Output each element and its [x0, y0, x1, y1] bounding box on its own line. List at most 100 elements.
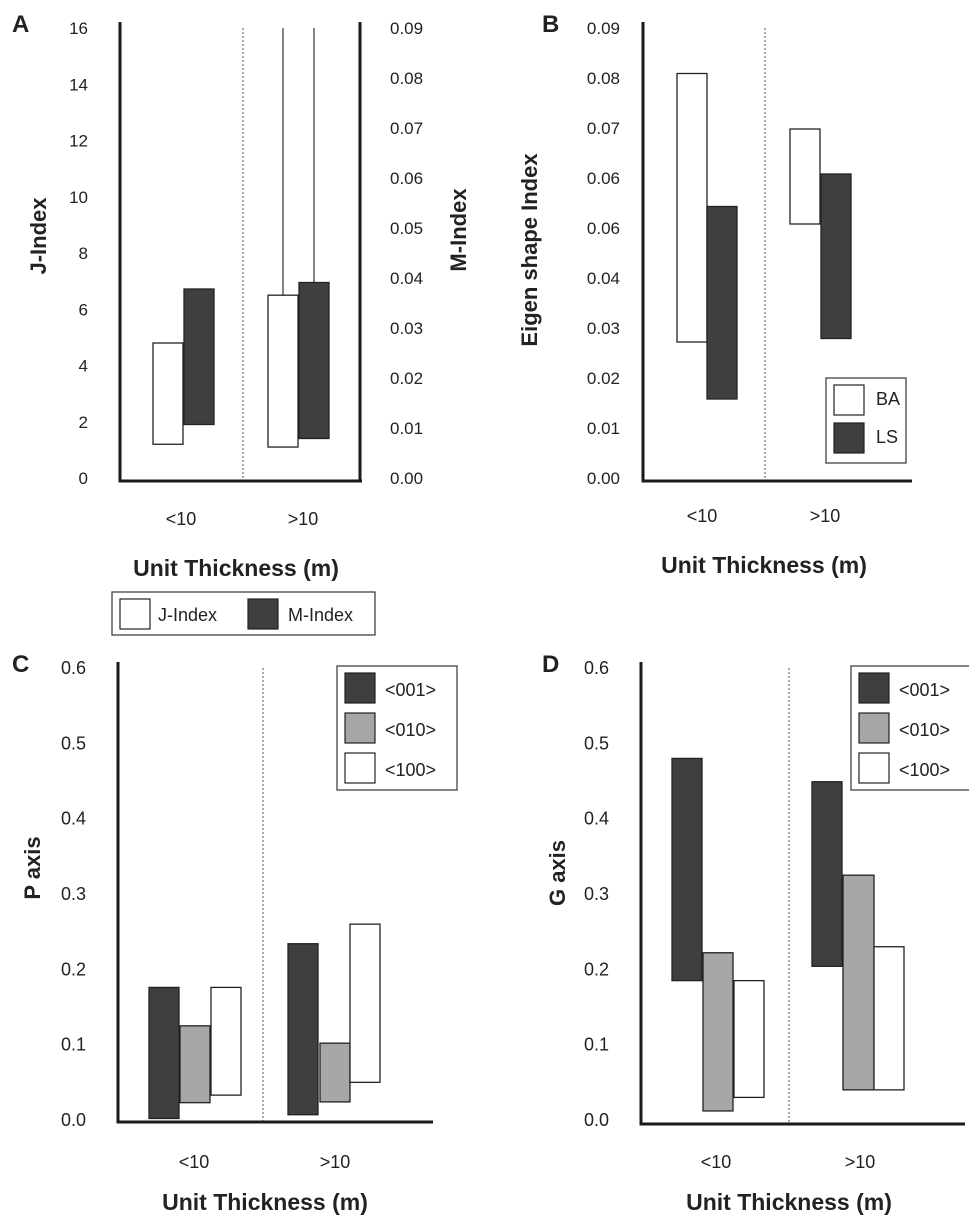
y-tick-label: 0.0: [584, 1110, 609, 1130]
range-bar: [671, 757, 703, 982]
legend-label: BA: [876, 389, 900, 409]
y-tick-label: 0.3: [61, 884, 86, 904]
legend-label: <100>: [385, 760, 436, 780]
y-tick-label: 0.3: [584, 884, 609, 904]
range-bar: [733, 979, 765, 1099]
y-tick-label: 0.02: [587, 369, 620, 388]
y-tick-label: 0.6: [61, 658, 86, 678]
y-axis-label: P axis: [20, 836, 45, 899]
y-tick-label: 0.06: [587, 219, 620, 238]
y2-tick-label: 0.06: [390, 169, 423, 188]
chart-panel-a: A 0 2 4 6 8 10 12 14 16 0.00 0.01 0.02 0.03 0.04 0.05 0.…: [12, 11, 471, 636]
range-bar: [183, 288, 215, 426]
x-axis-label: Unit Thickness (m): [661, 552, 867, 578]
y-tick-label: 0.2: [584, 959, 609, 979]
range-bar: [319, 1042, 351, 1103]
y2-tick-label: 0.00: [390, 469, 423, 488]
y-axis-label: Eigen shape Index: [517, 153, 542, 347]
legend-swatch: [344, 752, 376, 784]
y2-tick-label: 0.01: [390, 419, 423, 438]
legend-swatch: [833, 384, 865, 416]
legend-box: [111, 591, 376, 636]
legend-swatch: [119, 598, 151, 630]
x-tick-label: >10: [810, 506, 841, 526]
y2-tick-label: 0.08: [390, 69, 423, 88]
y-tick-label: 0.0: [61, 1110, 86, 1130]
y-tick-label: 0.4: [61, 809, 86, 829]
x-tick-label: <10: [166, 509, 197, 529]
legend-swatch: [858, 752, 890, 784]
y-tick-label: 0.4: [584, 809, 609, 829]
panel-letter: B: [542, 11, 559, 38]
range-bar: [702, 952, 734, 1112]
legend-swatch: [858, 712, 890, 744]
x-tick-label: <10: [687, 506, 718, 526]
x-tick-label: >10: [845, 1152, 876, 1172]
range-bar: [676, 72, 708, 343]
chart-panel-c: C 0.0 0.1 0.2 0.3 0.4 0.5 0.6 P axis <10 >10 Unit T…: [12, 651, 458, 1215]
legend-swatch: [833, 422, 865, 454]
y-tick-label: 0.1: [584, 1035, 609, 1055]
range-bar: [148, 986, 180, 1120]
legend-label: <010>: [899, 720, 950, 740]
y-axis-label: J-Index: [26, 197, 51, 275]
y-tick-label: 10: [69, 188, 88, 207]
x-tick-label: >10: [288, 509, 319, 529]
legend: BA LS: [825, 377, 907, 464]
range-bar: [179, 1025, 211, 1104]
range-bar: [789, 128, 821, 225]
y-tick-label: 6: [79, 300, 88, 319]
range-bar: [287, 943, 319, 1116]
chart-panel-d: D 0.0 0.1 0.2 0.3 0.4 0.5 0.6 G axis <10 >10 Unit T…: [542, 651, 969, 1215]
y-tick-label: 8: [79, 244, 88, 263]
x-axis-label: Unit Thickness (m): [133, 555, 339, 581]
x-tick-label: <10: [701, 1152, 732, 1172]
legend-label: LS: [876, 427, 898, 447]
range-bar: [820, 173, 852, 340]
y2-tick-label: 0.03: [390, 319, 423, 338]
range-bar: [298, 281, 330, 440]
x-tick-label: >10: [320, 1152, 351, 1172]
legend-label: <001>: [385, 680, 436, 700]
y-tick-label: 0.1: [61, 1035, 86, 1055]
range-bar: [842, 874, 875, 1091]
y-tick-label: 0.01: [587, 419, 620, 438]
y-axis-label: G axis: [545, 840, 570, 906]
chart-panel-b: B 0.00 0.01 0.02 0.03 0.04 0.06 0.06 0.07 0.08 0.0…: [517, 11, 912, 578]
y-tick-label: 0.6: [584, 658, 609, 678]
y-tick-label: 0.03: [587, 319, 620, 338]
y-tick-label: 0.08: [587, 69, 620, 88]
y-tick-label: 0.06: [587, 169, 620, 188]
legend: <001> <010> <100>: [336, 665, 458, 791]
y2-axis-label: M-Index: [446, 188, 471, 272]
x-tick-label: <10: [179, 1152, 210, 1172]
legend-swatch: [247, 598, 279, 630]
y-tick-label: 0.5: [61, 733, 86, 753]
y-tick-label: 2: [79, 413, 88, 432]
y2-tick-label: 0.07: [390, 119, 423, 138]
x-axis-label: Unit Thickness (m): [686, 1189, 892, 1215]
y-tick-label: 0.2: [61, 959, 86, 979]
legend-label: J-Index: [158, 605, 217, 625]
y-tick-label: 0.07: [587, 119, 620, 138]
legend-swatch: [858, 672, 890, 704]
legend: J-Index M-Index: [111, 591, 376, 636]
y-tick-label: 0.09: [587, 19, 620, 38]
panel-letter: D: [542, 651, 559, 678]
y-tick-label: 16: [69, 19, 88, 38]
range-bar: [811, 781, 843, 967]
range-bar: [873, 946, 905, 1091]
y-tick-label: 14: [69, 75, 88, 94]
y-tick-label: 0.5: [584, 733, 609, 753]
range-bar: [210, 986, 242, 1096]
panel-letter: C: [12, 651, 29, 678]
legend-label: <010>: [385, 720, 436, 740]
range-bar: [349, 923, 381, 1083]
y-tick-label: 12: [69, 132, 88, 151]
y-tick-label: 0.00: [587, 469, 620, 488]
y2-tick-label: 0.05: [390, 219, 423, 238]
panel-letter: A: [12, 11, 29, 38]
y2-tick-label: 0.02: [390, 369, 423, 388]
y-tick-label: 4: [79, 357, 88, 376]
